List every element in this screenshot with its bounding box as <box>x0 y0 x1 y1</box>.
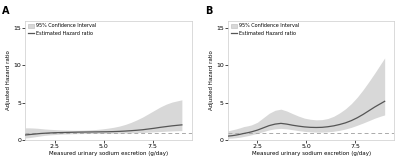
Y-axis label: Adjusted Hazard ratio: Adjusted Hazard ratio <box>6 50 11 110</box>
Legend: 95% Confidence Interval, Estimated Hazard ratio: 95% Confidence Interval, Estimated Hazar… <box>230 22 300 37</box>
Text: B: B <box>205 6 212 16</box>
Legend: 95% Confidence Interval, Estimated Hazard ratio: 95% Confidence Interval, Estimated Hazar… <box>27 22 98 37</box>
Text: A: A <box>2 6 10 16</box>
Y-axis label: Adjusted Hazard ratio: Adjusted Hazard ratio <box>209 50 214 110</box>
X-axis label: Measured urinary sodium excretion (g/day): Measured urinary sodium excretion (g/day… <box>252 151 371 156</box>
X-axis label: Measured urinary sodium excretion (g/day): Measured urinary sodium excretion (g/day… <box>49 151 168 156</box>
